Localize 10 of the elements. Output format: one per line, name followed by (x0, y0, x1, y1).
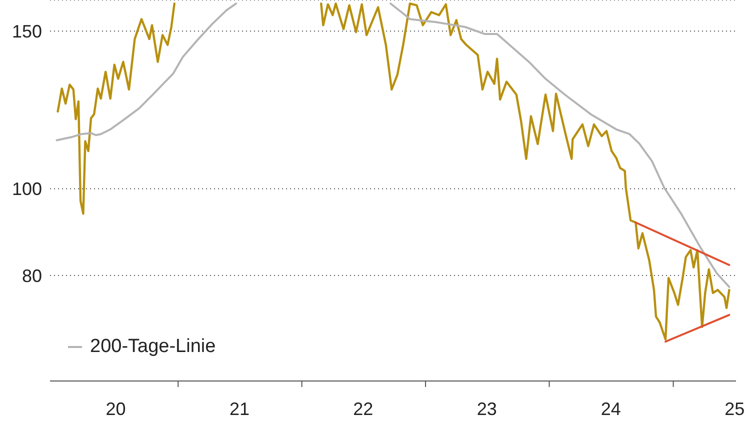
x-tick-label: 21 (229, 399, 250, 419)
x-tick-label: 25 (724, 399, 745, 419)
x-tick-label: 22 (353, 399, 374, 419)
y-tick-label: 150 (12, 22, 42, 42)
legend-label: 200-Tage-Linie (90, 336, 216, 358)
x-tick-label: 20 (106, 399, 126, 419)
y-tick-label: 100 (12, 179, 42, 200)
x-tick-label: 24 (600, 399, 621, 419)
y-tick-label: 80 (22, 266, 42, 286)
x-tick-label: 23 (476, 399, 497, 419)
